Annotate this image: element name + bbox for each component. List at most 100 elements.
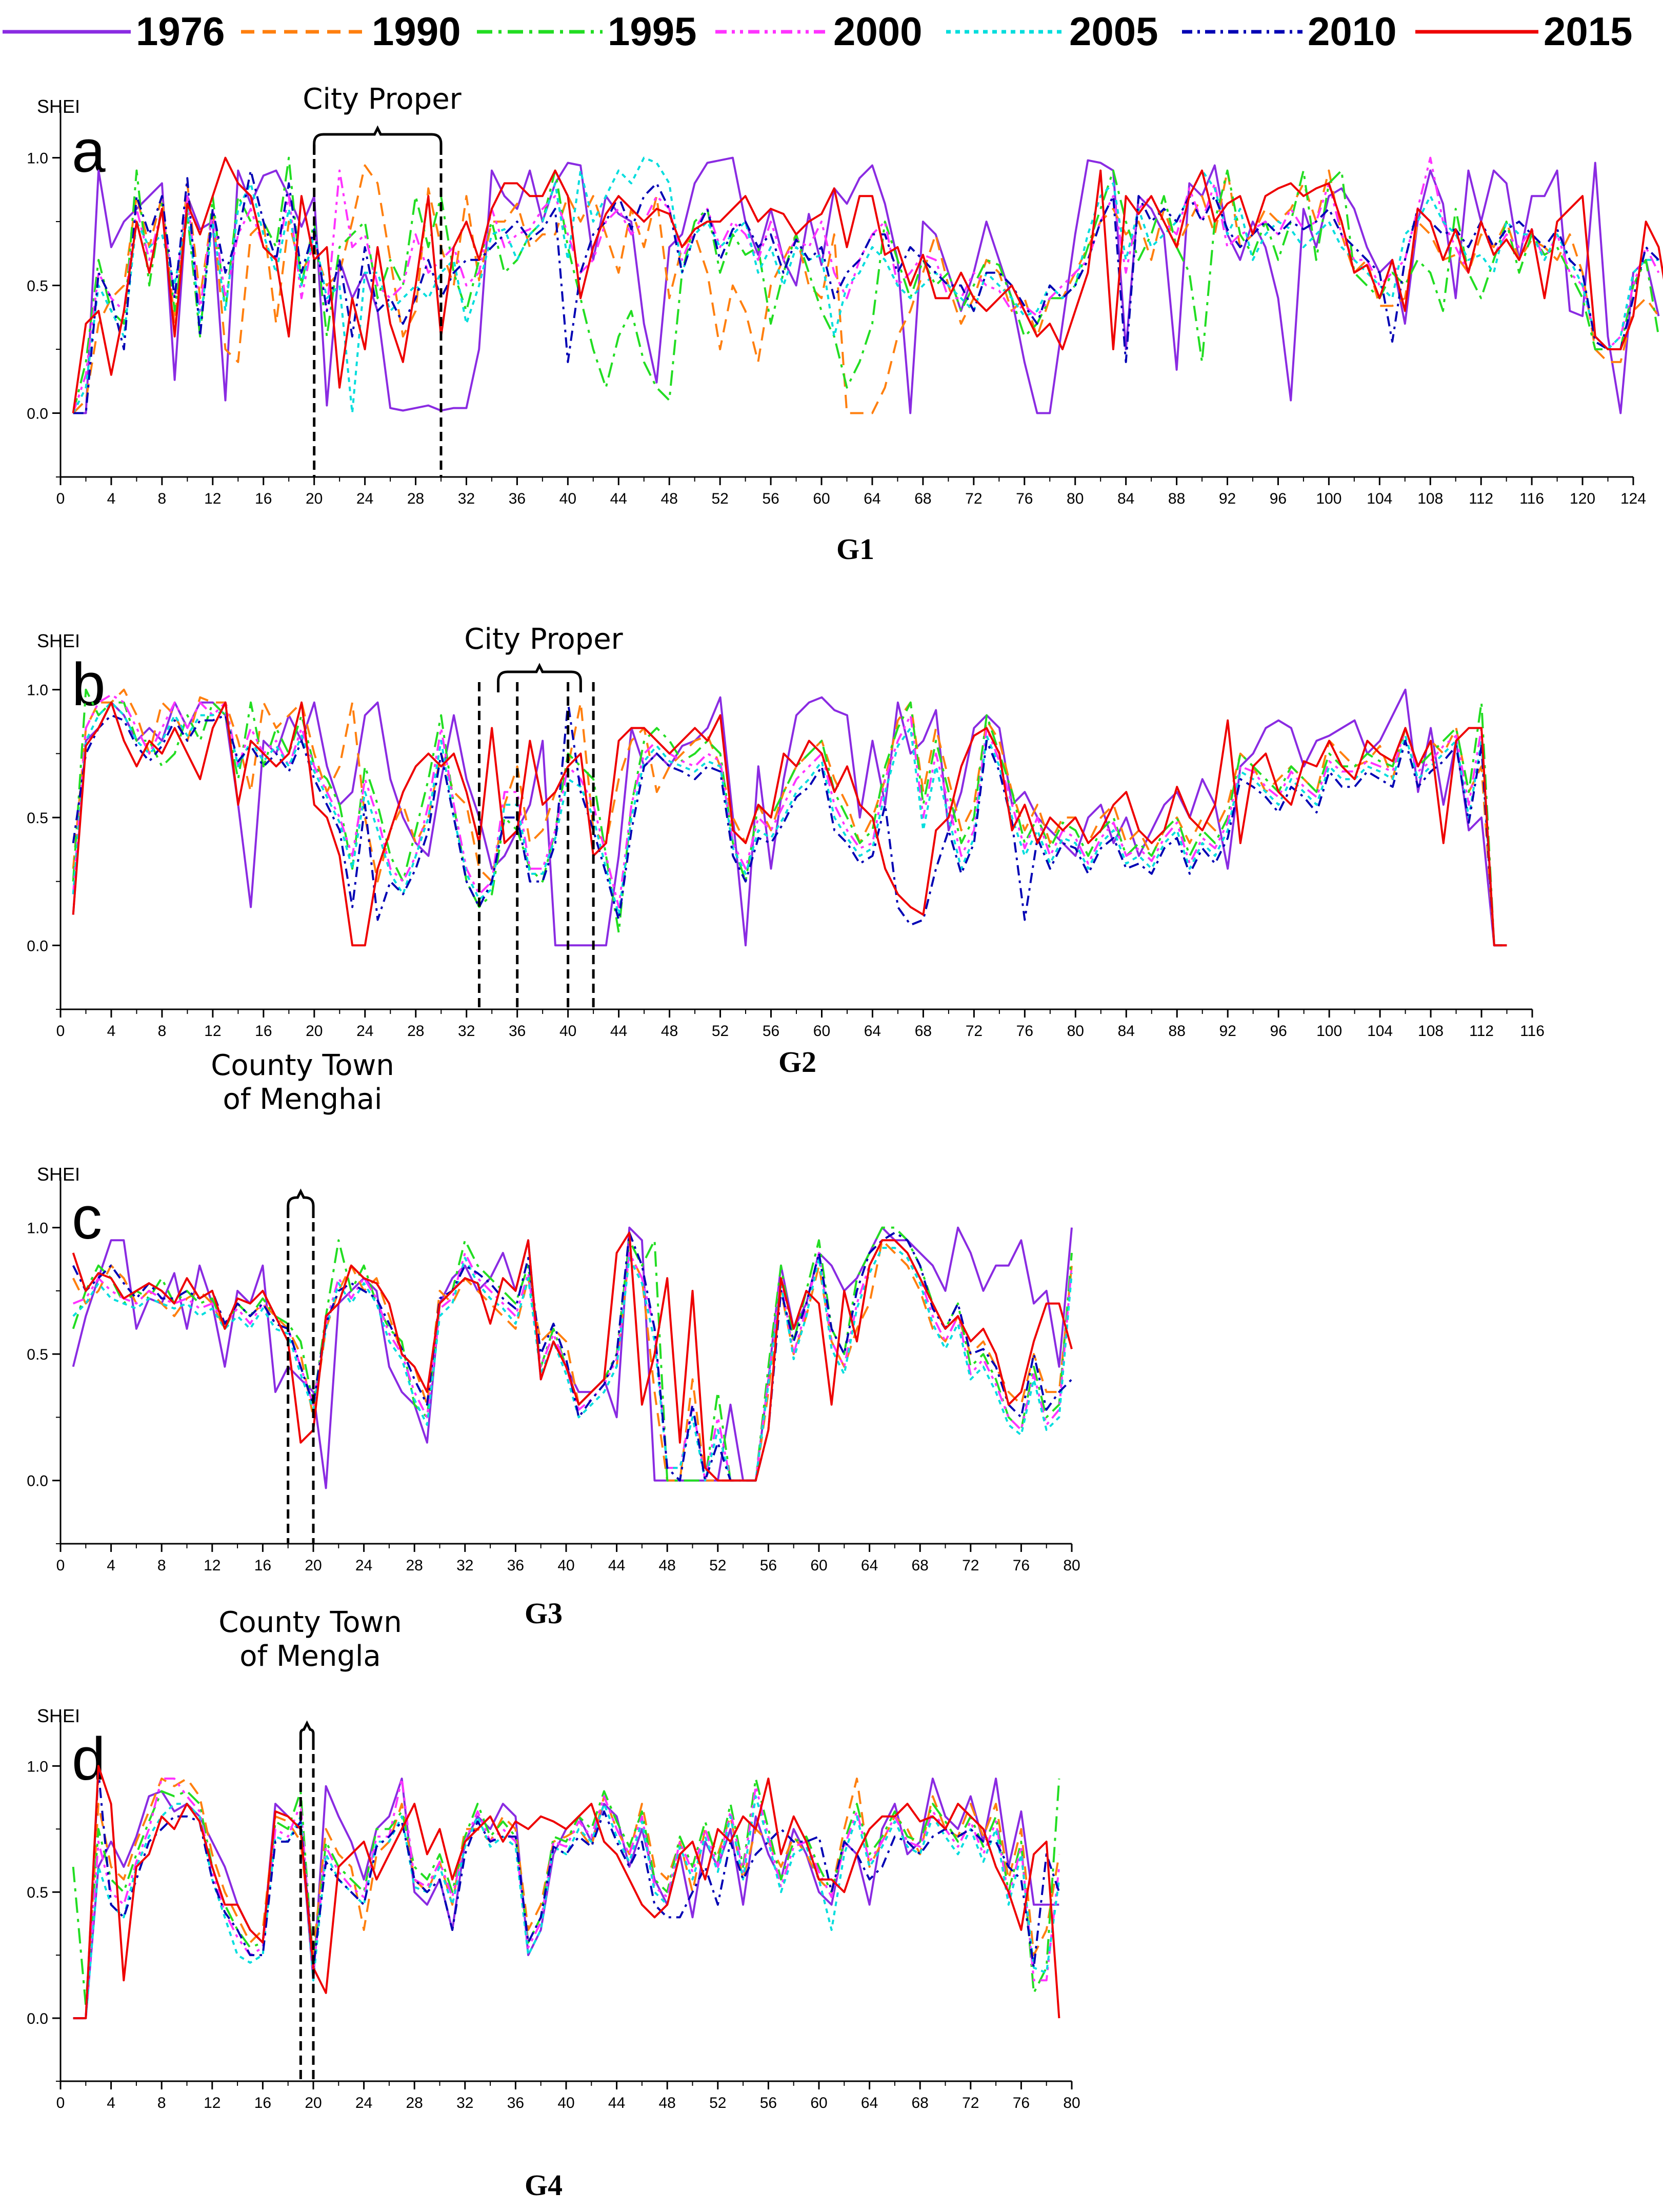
panel-a: 0 4 8 12 16 20 24 28 32 36 40 44 48 52 56 60 64 68 72 76 80 8… xyxy=(27,83,1663,566)
series-line-b-2005 xyxy=(72,701,1507,947)
x-tick-label-b: 4 xyxy=(107,1023,116,1040)
x-tick-label-c: 16 xyxy=(254,1557,271,1574)
annotation-label: County Town xyxy=(218,1606,402,1639)
x-tick-label-a: 24 xyxy=(356,490,373,507)
x-tick-label-b: 64 xyxy=(864,1023,881,1040)
series-line-d-2005 xyxy=(73,1795,1060,2020)
legend-label-2000: 2000 xyxy=(833,9,923,54)
panel-letter-b: b xyxy=(72,651,106,719)
legend-item-1990: 1990 xyxy=(241,9,461,54)
x-tick-label-c: 20 xyxy=(305,1557,322,1574)
group-label-G4: G4 xyxy=(525,2168,563,2202)
x-tick-label-b: 92 xyxy=(1219,1023,1236,1040)
x-tick-label-c: 64 xyxy=(861,1557,878,1574)
x-tick-label-d: 76 xyxy=(1013,2095,1030,2111)
x-tick-label-b: 8 xyxy=(158,1023,167,1040)
y-axis-title-d: SHEI xyxy=(37,1705,80,1726)
x-tick-label-c: 60 xyxy=(810,1557,827,1574)
annotation-bracket xyxy=(497,663,582,692)
chart-panels: 0 4 8 12 16 20 24 28 32 36 40 44 48 52 56 60 64 68 72 76 80 8… xyxy=(27,83,1663,2202)
x-tick-label-b: 60 xyxy=(813,1023,830,1040)
axes-c: 0 4 8 12 16 20 24 28 32 36 40 44 48 52 56 60 64 68 72 76 800… xyxy=(27,1177,1080,1574)
series-line-b-1976 xyxy=(72,688,1507,947)
y-tick-label-b: 0.0 xyxy=(27,938,48,954)
x-tick-label-a: 12 xyxy=(204,490,221,507)
y-tick-label-a: 1.0 xyxy=(27,150,48,167)
series-line-d-2000 xyxy=(73,1777,1060,2020)
x-tick-label-b: 44 xyxy=(610,1023,627,1040)
x-tick-label-d: 20 xyxy=(305,2095,322,2111)
y-tick-label-d: 0.5 xyxy=(27,1884,48,1901)
series-group-a xyxy=(72,156,1663,414)
x-tick-label-c: 52 xyxy=(709,1557,726,1574)
legend-label-2010: 2010 xyxy=(1308,9,1397,54)
x-tick-label-a: 108 xyxy=(1417,490,1443,507)
x-tick-label-b: 108 xyxy=(1418,1023,1444,1040)
legend-label-1990: 1990 xyxy=(372,9,461,54)
annotation-label: City Proper xyxy=(464,623,623,656)
x-tick-label-c: 28 xyxy=(406,1557,423,1574)
y-tick-label-b: 1.0 xyxy=(27,682,48,699)
x-tick-label-a: 76 xyxy=(1016,490,1033,507)
annotation-label: City Proper xyxy=(303,83,462,116)
x-tick-label-a: 28 xyxy=(407,490,424,507)
legend: 1976 1990 1995 2000 2005 2010 2015 xyxy=(3,9,1633,54)
x-tick-label-a: 60 xyxy=(813,490,830,507)
legend-item-1995: 1995 xyxy=(477,9,697,54)
x-tick-label-a: 96 xyxy=(1270,490,1287,507)
series-line-a-1995 xyxy=(72,156,1660,413)
y-tick-label-b: 0.5 xyxy=(27,810,48,827)
x-tick-label-a: 120 xyxy=(1570,490,1595,507)
series-line-c-1976 xyxy=(72,1226,1073,1489)
x-tick-label-d: 56 xyxy=(760,2095,777,2111)
x-tick-label-c: 32 xyxy=(456,1557,473,1574)
legend-label-2005: 2005 xyxy=(1069,9,1158,54)
x-tick-label-b: 24 xyxy=(356,1023,373,1040)
y-tick-label-d: 0.0 xyxy=(27,2010,48,2027)
x-tick-label-c: 56 xyxy=(760,1557,777,1574)
x-tick-label-b: 56 xyxy=(763,1023,779,1040)
x-tick-label-a: 20 xyxy=(306,490,323,507)
x-tick-label-b: 48 xyxy=(661,1023,678,1040)
x-tick-label-c: 44 xyxy=(608,1557,625,1574)
legend-label-1976: 1976 xyxy=(136,9,225,54)
series-line-c-2005 xyxy=(72,1247,1073,1482)
x-tick-label-d: 60 xyxy=(810,2095,827,2111)
x-tick-label-a: 44 xyxy=(610,490,627,507)
annotation-label: of Menghai xyxy=(223,1083,383,1116)
panel-letter-a: a xyxy=(72,117,106,185)
x-tick-label-a: 88 xyxy=(1168,490,1185,507)
x-tick-label-a: 32 xyxy=(458,490,475,507)
y-tick-label-c: 0.5 xyxy=(27,1346,48,1363)
x-tick-label-c: 48 xyxy=(659,1557,676,1574)
axes-a: 0 4 8 12 16 20 24 28 32 36 40 44 48 52 56 60 64 68 72 76 80 8… xyxy=(27,107,1646,507)
legend-label-2015: 2015 xyxy=(1544,9,1633,54)
y-tick-label-c: 1.0 xyxy=(27,1220,48,1237)
x-tick-label-a: 36 xyxy=(509,490,526,507)
x-tick-label-c: 72 xyxy=(962,1557,979,1574)
y-axis-title-c: SHEI xyxy=(37,1164,80,1185)
series-group-d xyxy=(72,1765,1060,2020)
panel-d: 0 4 8 12 16 20 24 28 32 36 40 44 48 52 56 60 64 68 72 76 800… xyxy=(27,1606,1080,2202)
x-tick-label-d: 44 xyxy=(608,2095,625,2111)
x-tick-label-a: 92 xyxy=(1219,490,1236,507)
x-tick-label-a: 16 xyxy=(255,490,272,507)
x-tick-label-d: 24 xyxy=(355,2095,372,2111)
annotation-label: County Town xyxy=(211,1049,394,1082)
x-tick-label-d: 48 xyxy=(659,2095,676,2111)
x-tick-label-b: 112 xyxy=(1469,1023,1494,1040)
x-tick-label-a: 64 xyxy=(864,490,880,507)
x-tick-label-d: 32 xyxy=(456,2095,473,2111)
x-tick-label-a: 4 xyxy=(107,490,116,507)
x-tick-label-b: 80 xyxy=(1067,1023,1084,1040)
x-tick-label-b: 84 xyxy=(1118,1023,1135,1040)
x-tick-label-d: 16 xyxy=(254,2095,271,2111)
x-tick-label-b: 88 xyxy=(1169,1023,1186,1040)
x-tick-label-a: 72 xyxy=(965,490,982,507)
series-line-d-2015 xyxy=(73,1765,1060,2020)
x-tick-label-b: 76 xyxy=(1016,1023,1033,1040)
annotation-a: City Proper xyxy=(303,83,462,477)
series-line-a-2000 xyxy=(72,156,1660,414)
